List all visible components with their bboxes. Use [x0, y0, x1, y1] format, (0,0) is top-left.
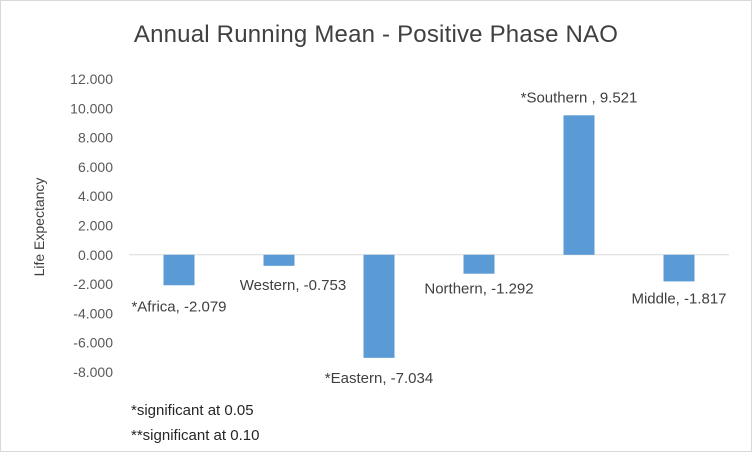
y-tick-label: 4.000 — [78, 188, 113, 204]
footnote-significance-010: **significant at 0.10 — [131, 427, 260, 444]
y-tick-label: -4.000 — [73, 305, 113, 321]
y-tick-label: 10.000 — [70, 100, 113, 116]
y-tick-label: -8.000 — [73, 364, 113, 380]
data-label: Middle, -1.817 — [631, 290, 726, 307]
data-label: *Eastern, -7.034 — [325, 370, 433, 387]
y-tick-label: 12.000 — [70, 71, 113, 87]
y-tick-label: 6.000 — [78, 159, 113, 175]
bar — [263, 254, 295, 266]
y-tick-label: 0.000 — [78, 247, 113, 263]
bar — [163, 254, 195, 286]
y-tick-label: 8.000 — [78, 130, 113, 146]
chart-title: Annual Running Mean - Positive Phase NAO — [133, 21, 619, 48]
bar — [563, 115, 595, 255]
y-tick-label: -6.000 — [73, 335, 113, 351]
bar — [663, 254, 695, 282]
bar — [463, 254, 495, 274]
y-tick-label: -2.000 — [73, 276, 113, 292]
data-label: Northern, -1.292 — [424, 281, 533, 298]
footnote-significance-005: *significant at 0.05 — [131, 402, 254, 419]
bar — [363, 254, 395, 358]
data-label: *Southern , 9.521 — [521, 89, 638, 106]
y-tick-label: 2.000 — [78, 218, 113, 234]
data-label: *Africa, -2.079 — [131, 298, 226, 315]
data-label: Western, -0.753 — [240, 277, 346, 294]
